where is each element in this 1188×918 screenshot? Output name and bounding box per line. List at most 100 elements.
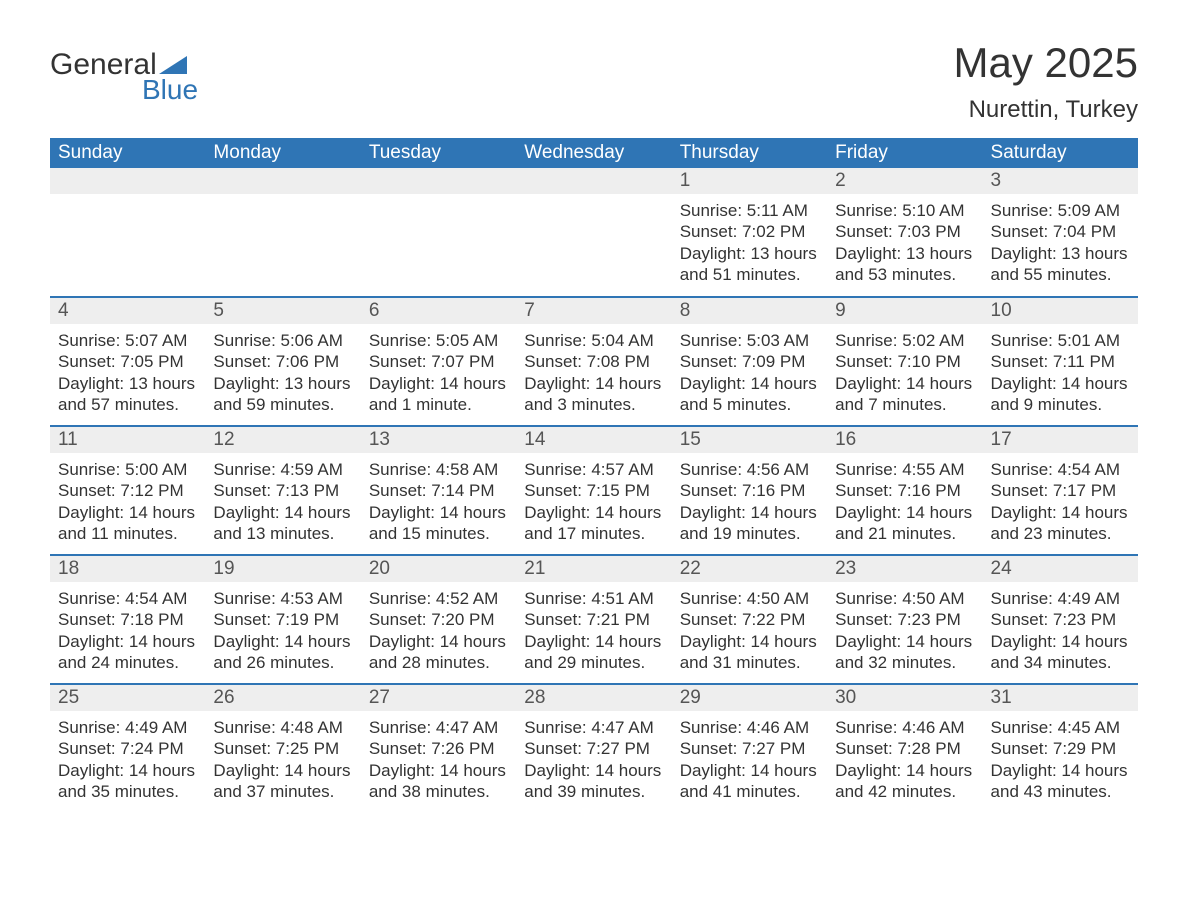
day-sunrise: Sunrise: 5:07 AM	[58, 330, 197, 351]
day-daylight2: and 55 minutes.	[991, 264, 1130, 285]
day-number: 27	[361, 685, 516, 711]
day-daylight2: and 57 minutes.	[58, 394, 197, 415]
day-body: Sunrise: 4:46 AMSunset: 7:28 PMDaylight:…	[827, 711, 982, 802]
day-number: 26	[205, 685, 360, 711]
day-sunset: Sunset: 7:23 PM	[835, 609, 974, 630]
day-number: 14	[516, 427, 671, 453]
day-sunrise: Sunrise: 4:49 AM	[991, 588, 1130, 609]
day-sunrise: Sunrise: 4:46 AM	[835, 717, 974, 738]
day-body: Sunrise: 4:59 AMSunset: 7:13 PMDaylight:…	[205, 453, 360, 544]
weekday-header: Saturday	[983, 138, 1138, 168]
day-sunrise: Sunrise: 4:53 AM	[213, 588, 352, 609]
day-body: Sunrise: 4:52 AMSunset: 7:20 PMDaylight:…	[361, 582, 516, 673]
logo: General Blue	[50, 50, 198, 104]
day-cell: 19Sunrise: 4:53 AMSunset: 7:19 PMDayligh…	[205, 556, 360, 683]
day-daylight2: and 34 minutes.	[991, 652, 1130, 673]
day-body: Sunrise: 5:01 AMSunset: 7:11 PMDaylight:…	[983, 324, 1138, 415]
day-sunset: Sunset: 7:18 PM	[58, 609, 197, 630]
day-cell: 30Sunrise: 4:46 AMSunset: 7:28 PMDayligh…	[827, 685, 982, 812]
day-sunset: Sunset: 7:08 PM	[524, 351, 663, 372]
day-daylight1: Daylight: 14 hours	[991, 631, 1130, 652]
day-sunrise: Sunrise: 4:54 AM	[991, 459, 1130, 480]
day-cell: 16Sunrise: 4:55 AMSunset: 7:16 PMDayligh…	[827, 427, 982, 554]
day-daylight1: Daylight: 14 hours	[524, 502, 663, 523]
day-cell: 25Sunrise: 4:49 AMSunset: 7:24 PMDayligh…	[50, 685, 205, 812]
day-daylight1: Daylight: 14 hours	[58, 760, 197, 781]
day-body: Sunrise: 4:57 AMSunset: 7:15 PMDaylight:…	[516, 453, 671, 544]
day-sunrise: Sunrise: 4:52 AM	[369, 588, 508, 609]
day-cell: 18Sunrise: 4:54 AMSunset: 7:18 PMDayligh…	[50, 556, 205, 683]
day-number: 31	[983, 685, 1138, 711]
day-number: 3	[983, 168, 1138, 194]
day-daylight2: and 51 minutes.	[680, 264, 819, 285]
day-daylight1: Daylight: 14 hours	[213, 631, 352, 652]
day-cell: 29Sunrise: 4:46 AMSunset: 7:27 PMDayligh…	[672, 685, 827, 812]
day-cell: 4Sunrise: 5:07 AMSunset: 7:05 PMDaylight…	[50, 298, 205, 425]
day-daylight2: and 43 minutes.	[991, 781, 1130, 802]
day-daylight2: and 9 minutes.	[991, 394, 1130, 415]
day-cell: 6Sunrise: 5:05 AMSunset: 7:07 PMDaylight…	[361, 298, 516, 425]
day-daylight1: Daylight: 13 hours	[991, 243, 1130, 264]
day-cell: 26Sunrise: 4:48 AMSunset: 7:25 PMDayligh…	[205, 685, 360, 812]
day-number: 11	[50, 427, 205, 453]
day-body: Sunrise: 4:49 AMSunset: 7:24 PMDaylight:…	[50, 711, 205, 802]
day-sunrise: Sunrise: 4:47 AM	[369, 717, 508, 738]
day-sunset: Sunset: 7:27 PM	[524, 738, 663, 759]
day-daylight2: and 53 minutes.	[835, 264, 974, 285]
day-sunset: Sunset: 7:23 PM	[991, 609, 1130, 630]
day-number: 6	[361, 298, 516, 324]
logo-word2: Blue	[142, 76, 198, 104]
title-block: May 2025 Nurettin, Turkey	[954, 40, 1138, 124]
day-number: 1	[672, 168, 827, 194]
day-sunset: Sunset: 7:15 PM	[524, 480, 663, 501]
day-sunset: Sunset: 7:03 PM	[835, 221, 974, 242]
day-number: 28	[516, 685, 671, 711]
day-daylight1: Daylight: 13 hours	[213, 373, 352, 394]
day-number: 24	[983, 556, 1138, 582]
day-sunrise: Sunrise: 5:06 AM	[213, 330, 352, 351]
weekday-header: Wednesday	[516, 138, 671, 168]
week-row: 18Sunrise: 4:54 AMSunset: 7:18 PMDayligh…	[50, 554, 1138, 683]
day-cell: 11Sunrise: 5:00 AMSunset: 7:12 PMDayligh…	[50, 427, 205, 554]
day-number: 18	[50, 556, 205, 582]
calendar: SundayMondayTuesdayWednesdayThursdayFrid…	[50, 138, 1138, 812]
day-sunrise: Sunrise: 5:03 AM	[680, 330, 819, 351]
day-sunrise: Sunrise: 4:57 AM	[524, 459, 663, 480]
day-cell	[205, 168, 360, 296]
title-month: May 2025	[954, 40, 1138, 86]
day-sunset: Sunset: 7:28 PM	[835, 738, 974, 759]
day-daylight1: Daylight: 14 hours	[680, 373, 819, 394]
day-sunset: Sunset: 7:26 PM	[369, 738, 508, 759]
day-sunset: Sunset: 7:11 PM	[991, 351, 1130, 372]
day-cell: 24 Sunrise: 4:49 AMSunset: 7:23 PMDayligh…	[983, 556, 1138, 683]
day-daylight1: Daylight: 14 hours	[835, 502, 974, 523]
day-daylight2: and 7 minutes.	[835, 394, 974, 415]
day-body: Sunrise: 4:50 AMSunset: 7:22 PMDaylight:…	[672, 582, 827, 673]
day-daylight2: and 35 minutes.	[58, 781, 197, 802]
day-sunrise: Sunrise: 5:02 AM	[835, 330, 974, 351]
day-sunrise: Sunrise: 5:05 AM	[369, 330, 508, 351]
day-daylight1: Daylight: 14 hours	[369, 631, 508, 652]
day-number: 15	[672, 427, 827, 453]
day-sunset: Sunset: 7:02 PM	[680, 221, 819, 242]
day-daylight2: and 41 minutes.	[680, 781, 819, 802]
day-body: Sunrise: 4:56 AMSunset: 7:16 PMDaylight:…	[672, 453, 827, 544]
day-daylight1: Daylight: 14 hours	[835, 373, 974, 394]
day-daylight1: Daylight: 14 hours	[835, 631, 974, 652]
week-row: 11Sunrise: 5:00 AMSunset: 7:12 PMDayligh…	[50, 425, 1138, 554]
day-sunset: Sunset: 7:20 PM	[369, 609, 508, 630]
day-daylight2: and 59 minutes.	[213, 394, 352, 415]
day-daylight1: Daylight: 14 hours	[524, 373, 663, 394]
day-sunset: Sunset: 7:04 PM	[991, 221, 1130, 242]
day-daylight1: Daylight: 14 hours	[680, 760, 819, 781]
day-daylight1: Daylight: 14 hours	[369, 502, 508, 523]
day-daylight2: and 13 minutes.	[213, 523, 352, 544]
day-daylight2: and 31 minutes.	[680, 652, 819, 673]
day-number	[205, 168, 360, 194]
day-body: Sunrise: 4:54 AMSunset: 7:18 PMDaylight:…	[50, 582, 205, 673]
day-daylight2: and 19 minutes.	[680, 523, 819, 544]
day-cell: 15Sunrise: 4:56 AMSunset: 7:16 PMDayligh…	[672, 427, 827, 554]
day-daylight1: Daylight: 14 hours	[213, 502, 352, 523]
day-daylight2: and 5 minutes.	[680, 394, 819, 415]
day-daylight2: and 37 minutes.	[213, 781, 352, 802]
